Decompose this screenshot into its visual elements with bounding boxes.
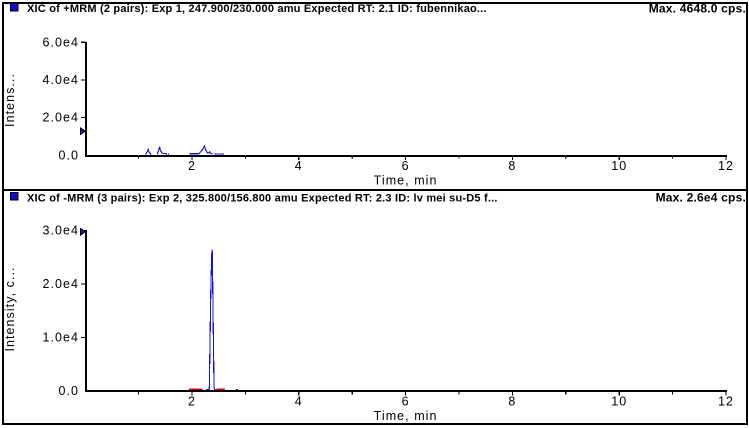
svg-text:3.0e4: 3.0e4 bbox=[42, 224, 79, 238]
svg-text:2: 2 bbox=[188, 394, 196, 408]
svg-text:10: 10 bbox=[611, 394, 627, 408]
svg-text:1.0e4: 1.0e4 bbox=[42, 331, 79, 345]
svg-text:10: 10 bbox=[611, 159, 627, 173]
svg-text:2.0e4: 2.0e4 bbox=[42, 111, 79, 125]
svg-text:Max. 2.6e4 cps.: Max. 2.6e4 cps. bbox=[656, 191, 746, 205]
svg-text:6: 6 bbox=[402, 159, 410, 173]
svg-text:6: 6 bbox=[402, 394, 410, 408]
svg-text:4.0e4: 4.0e4 bbox=[42, 73, 79, 87]
svg-text:Time, min: Time, min bbox=[374, 174, 438, 188]
svg-text:Intens...: Intens... bbox=[3, 73, 17, 127]
svg-text:2: 2 bbox=[188, 159, 196, 173]
svg-text:Time, min: Time, min bbox=[374, 409, 438, 423]
svg-text:0.0: 0.0 bbox=[58, 148, 79, 162]
svg-text:Intensity, c...: Intensity, c... bbox=[3, 267, 17, 352]
svg-text:4: 4 bbox=[295, 159, 303, 173]
svg-text:2.0e4: 2.0e4 bbox=[42, 277, 79, 291]
svg-text:6.0e4: 6.0e4 bbox=[42, 36, 79, 50]
svg-text:XIC of -MRM (3 pairs): Exp 2,: XIC of -MRM (3 pairs): Exp 2, 325.800/15… bbox=[27, 192, 498, 204]
svg-text:12: 12 bbox=[718, 394, 734, 408]
svg-text:4: 4 bbox=[295, 394, 303, 408]
svg-text:12: 12 bbox=[718, 159, 734, 173]
svg-text:8: 8 bbox=[508, 394, 516, 408]
svg-text:Max. 4648.0 cps.: Max. 4648.0 cps. bbox=[649, 2, 746, 16]
svg-text:0.0: 0.0 bbox=[58, 384, 79, 398]
svg-text:8: 8 bbox=[508, 159, 516, 173]
svg-text:XIC of +MRM (2 pairs): Exp 1,: XIC of +MRM (2 pairs): Exp 1, 247.900/23… bbox=[27, 3, 487, 15]
